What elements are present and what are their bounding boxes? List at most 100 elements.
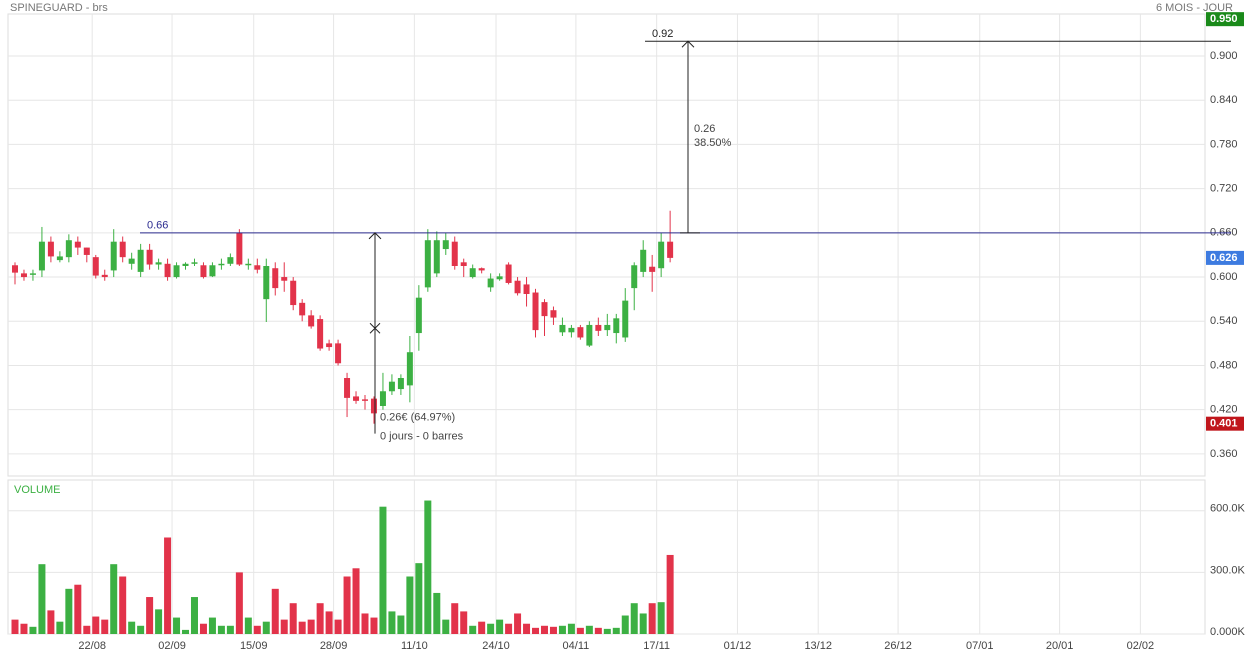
- x-tick-label: 11/10: [401, 640, 428, 652]
- candle-body: [424, 240, 431, 288]
- candle-body: [281, 277, 288, 281]
- volume-bar: [29, 626, 37, 634]
- volume-bar: [621, 615, 629, 634]
- measure-arrow: [368, 232, 382, 240]
- volume-bar: [433, 592, 441, 634]
- volume-bar: [478, 621, 486, 634]
- y-tick-label: 0.360: [1210, 448, 1238, 460]
- y-tick-label: 0.480: [1210, 359, 1238, 371]
- candle-body: [658, 241, 665, 269]
- volume-bar: [11, 619, 19, 634]
- candle-body: [487, 278, 494, 288]
- volume-panel: [7, 479, 1206, 635]
- candle-body: [317, 319, 324, 349]
- candle-body: [65, 240, 72, 258]
- volume-bar: [38, 564, 46, 634]
- x-tick-label: 26/12: [884, 640, 912, 652]
- volume-bar: [666, 554, 674, 634]
- candle-body: [514, 280, 521, 294]
- period-label: 6 MOIS - JOUR: [1156, 2, 1233, 14]
- volume-bar: [208, 617, 216, 634]
- candle-body: [128, 258, 135, 264]
- volume-bar: [307, 619, 315, 634]
- volume-bar: [235, 572, 243, 634]
- candle-body: [137, 249, 144, 272]
- candle-body: [101, 274, 108, 278]
- candle-body: [568, 327, 575, 333]
- candle-body: [460, 262, 467, 266]
- candle-body: [577, 327, 584, 338]
- volume-bar: [397, 615, 405, 634]
- candle-body: [272, 268, 279, 289]
- volume-bar: [253, 625, 261, 634]
- candle-body: [613, 318, 620, 334]
- x-tick-label: 01/12: [724, 640, 752, 652]
- candle-body: [209, 265, 216, 277]
- candle-body: [56, 256, 63, 261]
- volume-bar: [630, 603, 638, 634]
- volume-bar: [415, 563, 423, 634]
- candle-body: [451, 241, 458, 266]
- candle-body: [344, 378, 351, 398]
- candle-body: [433, 240, 440, 274]
- volume-bar: [119, 576, 127, 634]
- volume-bar: [83, 625, 91, 634]
- volume-bar: [20, 623, 28, 634]
- candle-body: [326, 343, 333, 348]
- candle-body: [38, 241, 45, 271]
- volume-bar: [505, 623, 513, 634]
- candle-body: [559, 324, 566, 333]
- volume-bar: [190, 597, 198, 634]
- volume-bar: [424, 500, 432, 634]
- candle-body: [173, 265, 180, 278]
- volume-bar: [603, 628, 611, 634]
- volume-bar: [460, 611, 468, 634]
- volume-bar: [289, 603, 297, 634]
- volume-bar: [352, 568, 360, 634]
- x-tick-label: 02/02: [1127, 640, 1155, 652]
- volume-bar: [514, 613, 522, 634]
- candle-body: [496, 276, 503, 280]
- candle-body: [631, 265, 638, 289]
- candle-body: [218, 263, 225, 266]
- volume-bar: [155, 609, 163, 634]
- volume-bar: [370, 617, 378, 634]
- candle-body: [415, 297, 422, 334]
- candle-body: [254, 265, 261, 270]
- candle-body: [550, 310, 557, 318]
- candle-body: [74, 241, 81, 248]
- volume-bar: [244, 617, 252, 634]
- candle-body: [442, 240, 449, 250]
- candle-body: [12, 265, 18, 273]
- x-tick-label: 24/10: [482, 640, 510, 652]
- candle-body: [47, 241, 54, 257]
- volume-bar: [469, 625, 477, 634]
- y-tick-label: 0.900: [1210, 50, 1238, 62]
- volume-bar: [271, 588, 279, 634]
- volume-bar: [199, 623, 207, 634]
- candle-body: [586, 324, 593, 346]
- volume-bar: [146, 597, 154, 634]
- candle-body: [469, 268, 476, 278]
- y-tick-label: 0.420: [1210, 404, 1238, 416]
- volume-bar: [558, 625, 566, 634]
- candle-body: [640, 249, 647, 272]
- price-tag: [1206, 250, 1244, 265]
- candle-body: [155, 262, 162, 265]
- volume-bar: [343, 576, 351, 634]
- volume-bar: [585, 625, 593, 634]
- price-tag-label: 0.401: [1210, 418, 1238, 430]
- candle-body: [505, 264, 512, 283]
- candle-body: [667, 241, 674, 258]
- candle-body: [388, 381, 395, 392]
- x-tick-label: 17/11: [643, 640, 670, 652]
- measure-label: 0.26€ (64.97%): [380, 412, 455, 424]
- volume-bar: [639, 613, 647, 634]
- candle-body: [604, 324, 611, 331]
- candle-body: [353, 396, 360, 401]
- x-tick-label: 07/01: [966, 640, 994, 652]
- candle-body: [200, 265, 207, 278]
- candle-body: [110, 241, 117, 271]
- volume-bar: [137, 625, 145, 634]
- y-tick-label: 600.0K: [1210, 503, 1246, 515]
